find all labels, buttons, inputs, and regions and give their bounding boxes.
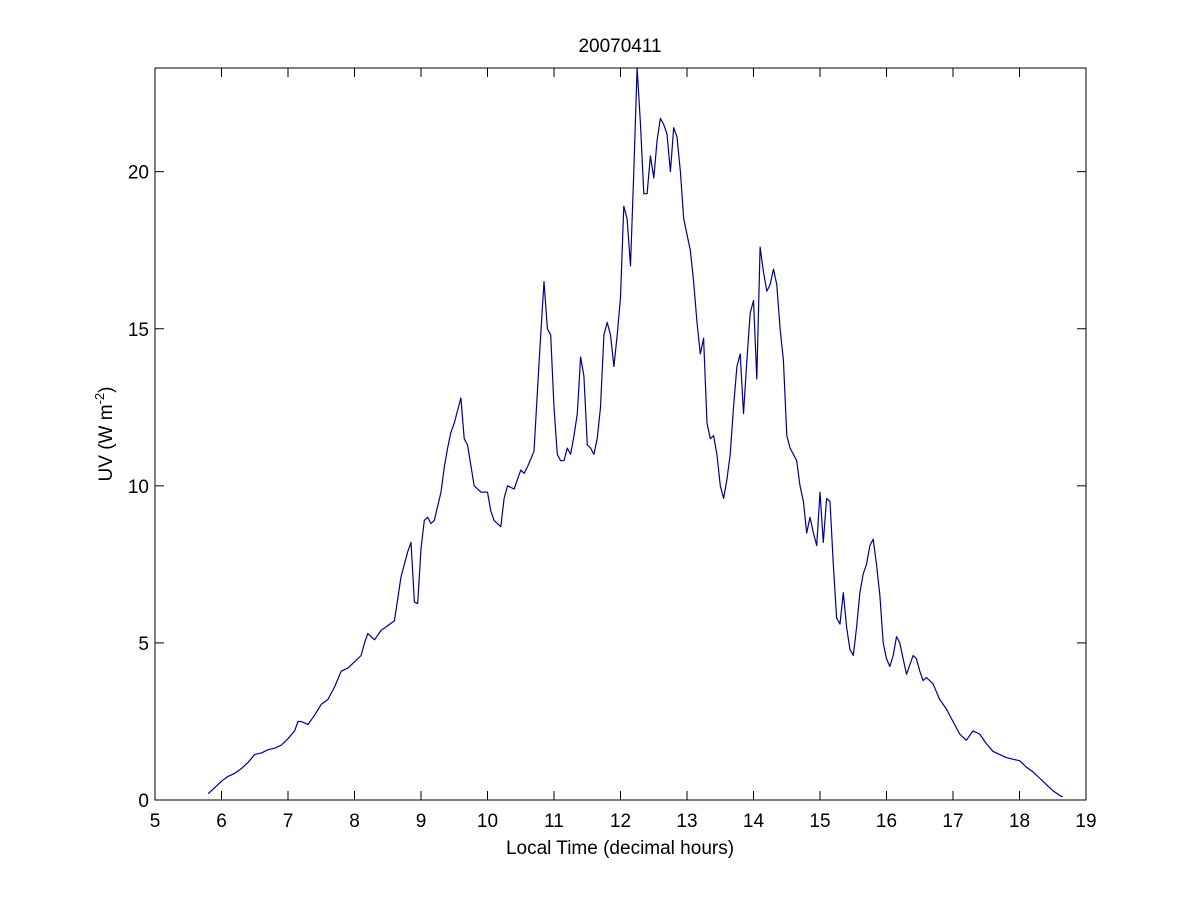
y-tick-label: 15	[128, 320, 149, 341]
x-tick-label: 5	[150, 811, 161, 832]
x-tick-label: 10	[477, 811, 498, 832]
y-tick-label: 5	[138, 634, 149, 655]
x-axis-label: Local Time (decimal hours)	[506, 838, 734, 859]
x-tick-label: 9	[416, 811, 427, 832]
y-axis-label: UV (W m-2)	[92, 387, 117, 482]
x-axis: 5 6 7 8 9 10 11 12 13 14 15 16 17 18 19	[150, 68, 1097, 832]
x-tick-label: 17	[942, 811, 963, 832]
x-tick-label: 13	[676, 811, 697, 832]
plot-frame	[154, 67, 1087, 801]
chart-title: 20070411	[578, 36, 661, 57]
y-axis-label-superscript: -2	[92, 393, 107, 405]
x-tick-label: 8	[349, 811, 360, 832]
x-tick-label: 6	[216, 811, 227, 832]
uv-series-line	[207, 67, 1063, 798]
y-axis: 0 5 10 15 20	[128, 163, 1086, 812]
y-axis-label-end: )	[96, 387, 117, 393]
x-tick-label: 15	[809, 811, 830, 832]
x-tick-label: 7	[283, 811, 294, 832]
x-tick-label: 19	[1075, 811, 1096, 832]
y-tick-label: 0	[138, 791, 149, 812]
y-tick-label: 20	[128, 163, 149, 184]
x-tick-label: 16	[876, 811, 897, 832]
x-tick-label: 11	[544, 811, 564, 832]
x-tick-label: 12	[610, 811, 631, 832]
y-axis-label-main: UV (W m	[96, 404, 117, 481]
y-tick-label: 10	[128, 477, 149, 498]
x-tick-label: 14	[743, 811, 765, 832]
x-tick-label: 18	[1009, 811, 1030, 832]
